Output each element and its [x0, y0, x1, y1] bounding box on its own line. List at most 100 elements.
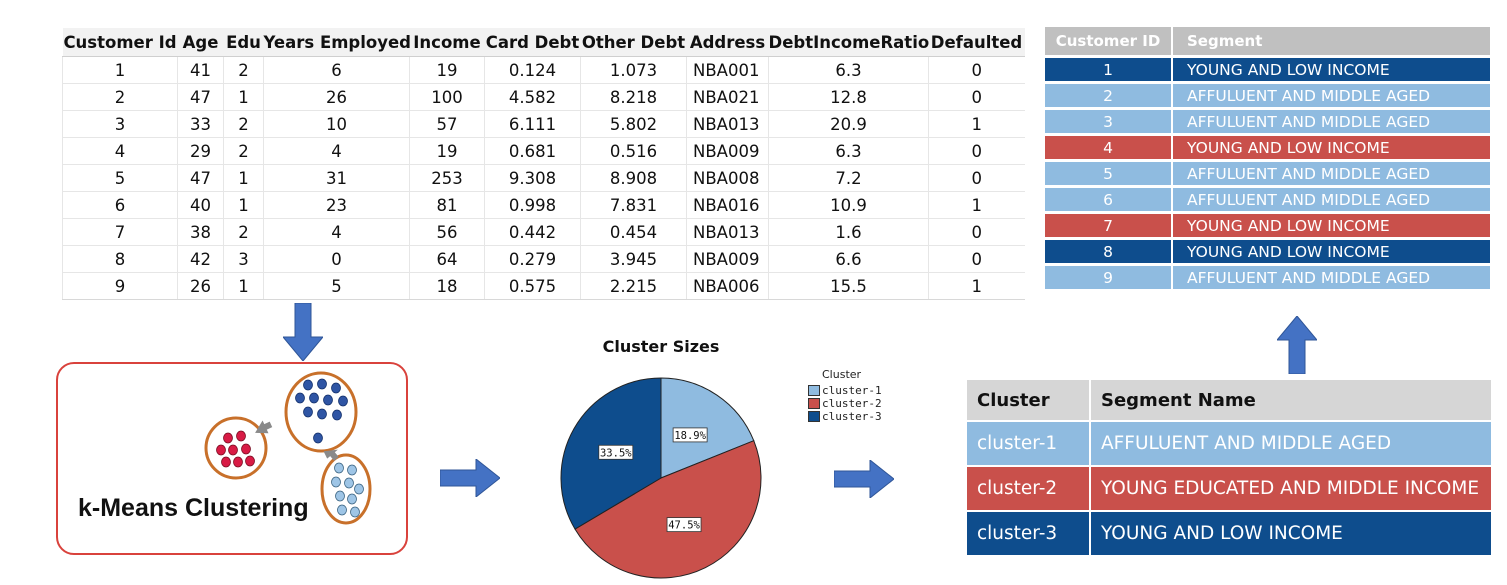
table-row: 6 40 1 23 81 0.998 7.831 NBA016 10.9 1	[62, 191, 1025, 219]
table-cell: 0.681	[484, 137, 581, 165]
cluster-segment-name-table: Cluster Segment Name cluster-1 AFFULUENT …	[967, 378, 1491, 557]
segment-customer-id: 6	[1045, 188, 1173, 211]
customer-table-header-cell: Income	[409, 28, 485, 57]
legend-entry: cluster-3	[808, 410, 882, 423]
legend-swatch	[808, 411, 820, 422]
table-cell: 56	[409, 218, 485, 246]
table-cell: 38	[177, 218, 224, 246]
pie-data-label: 18.9%	[674, 430, 706, 442]
table-row: 8 42 3 0 64 0.279 3.945 NBA009 6.6 0	[62, 245, 1025, 273]
cluster-row: cluster-3 YOUNG AND LOW INCOME	[967, 512, 1491, 555]
pie-data-label: 47.5%	[668, 520, 700, 532]
segment-row: 6 AFFULUENT AND MIDDLE AGED	[1045, 188, 1490, 211]
pie-chart-title: Cluster Sizes	[602, 337, 720, 356]
table-cell: 47	[177, 164, 224, 192]
table-cell: 6	[62, 191, 178, 219]
table-cell: 4	[263, 137, 410, 165]
table-row: 9 26 1 5 18 0.575 2.215 NBA006 15.5 1	[62, 272, 1025, 300]
cluster-row: cluster-1 AFFULUENT AND MIDDLE AGED	[967, 422, 1491, 465]
legend-label: cluster-3	[822, 410, 882, 423]
segment-row: 4 YOUNG AND LOW INCOME	[1045, 136, 1490, 159]
light-blue-cluster-oval	[320, 453, 372, 525]
cluster-segment-name: YOUNG AND LOW INCOME	[1091, 512, 1491, 555]
legend-swatch	[808, 385, 820, 396]
segment-customer-id: 2	[1045, 84, 1173, 107]
pie-data-label: 33.5%	[600, 447, 632, 459]
table-cell: 7.831	[580, 191, 687, 219]
table-cell: 47	[177, 83, 224, 111]
segment-name: AFFULUENT AND MIDDLE AGED	[1173, 266, 1490, 289]
table-cell: 18	[409, 272, 485, 300]
table-cell: 2	[223, 110, 264, 138]
cluster-header-segment-name: Segment Name	[1091, 380, 1491, 420]
table-cell: 0.454	[580, 218, 687, 246]
table-cell: 1	[223, 272, 264, 300]
table-cell: 3	[223, 245, 264, 273]
table-cell: 2	[223, 218, 264, 246]
table-cell: 6.3	[768, 56, 929, 84]
table-cell: 8.218	[580, 83, 687, 111]
table-cell: 1	[928, 191, 1025, 219]
table-cell: 64	[409, 245, 485, 273]
table-cell: 0.516	[580, 137, 687, 165]
segment-name: AFFULUENT AND MIDDLE AGED	[1173, 110, 1490, 133]
customer-table-header-cell: Other Debt	[580, 28, 687, 57]
table-cell: 0	[928, 164, 1025, 192]
table-cell: NBA001	[686, 56, 769, 84]
customer-table-header-cell: Defaulted	[928, 28, 1025, 57]
table-cell: 0.998	[484, 191, 581, 219]
table-cell: 7	[62, 218, 178, 246]
table-cell: 4.582	[484, 83, 581, 111]
table-cell: 2.215	[580, 272, 687, 300]
table-cell: 81	[409, 191, 485, 219]
cluster-row: cluster-2 YOUNG EDUCATED AND MIDDLE INCOM…	[967, 467, 1491, 510]
cluster-name: cluster-3	[967, 512, 1091, 555]
segment-name: YOUNG AND LOW INCOME	[1173, 214, 1490, 237]
segment-row: 9 AFFULUENT AND MIDDLE AGED	[1045, 266, 1490, 289]
cluster-table-header: Cluster Segment Name	[967, 380, 1491, 420]
segment-name: AFFULUENT AND MIDDLE AGED	[1173, 84, 1490, 107]
customer-table-header-cell: DebtIncomeRatio	[768, 28, 929, 57]
segment-customer-id: 5	[1045, 162, 1173, 185]
table-cell: 100	[409, 83, 485, 111]
table-cell: 1.6	[768, 218, 929, 246]
table-cell: 6	[263, 56, 410, 84]
customer-data-table: Customer Id Age Edu Years Employed Income Car…	[62, 28, 1025, 300]
cluster-name: cluster-1	[967, 422, 1091, 465]
pie-slice-cluster-2	[574, 440, 762, 579]
table-cell: 0	[928, 218, 1025, 246]
table-cell: 0.279	[484, 245, 581, 273]
right-arrow-icon	[834, 460, 894, 498]
table-cell: 19	[409, 137, 485, 165]
table-cell: 12.8	[768, 83, 929, 111]
table-cell: 5.802	[580, 110, 687, 138]
customer-segment-table: Customer ID Segment 1 YOUNG AND LOW INCOM…	[1045, 24, 1490, 292]
customer-table-header-cell: Card Debt	[484, 28, 581, 57]
table-cell: 1	[62, 56, 178, 84]
table-cell: 4	[62, 137, 178, 165]
segment-row: 2 AFFULUENT AND MIDDLE AGED	[1045, 84, 1490, 107]
cluster-header-cluster: Cluster	[967, 380, 1091, 420]
table-cell: 1	[223, 83, 264, 111]
table-cell: 9.308	[484, 164, 581, 192]
table-cell: 0	[928, 245, 1025, 273]
segment-customer-id: 4	[1045, 136, 1173, 159]
table-cell: 19	[409, 56, 485, 84]
legend-entry: cluster-2	[808, 397, 882, 410]
table-cell: 42	[177, 245, 224, 273]
table-cell: 0	[928, 83, 1025, 111]
cluster-name: cluster-2	[967, 467, 1091, 510]
segment-customer-id: 8	[1045, 240, 1173, 263]
table-cell: 2	[223, 137, 264, 165]
segment-header-segment: Segment	[1173, 27, 1490, 55]
segment-customer-id: 9	[1045, 266, 1173, 289]
table-cell: 20.9	[768, 110, 929, 138]
table-cell: 3.945	[580, 245, 687, 273]
table-cell: 4	[263, 218, 410, 246]
table-cell: 57	[409, 110, 485, 138]
customer-table-header: Customer Id Age Edu Years Employed Income Car…	[62, 28, 1025, 57]
cluster-segment-name: YOUNG EDUCATED AND MIDDLE INCOME	[1091, 467, 1491, 510]
table-cell: 41	[177, 56, 224, 84]
up-arrow-icon	[1277, 316, 1317, 374]
table-cell: 10.9	[768, 191, 929, 219]
